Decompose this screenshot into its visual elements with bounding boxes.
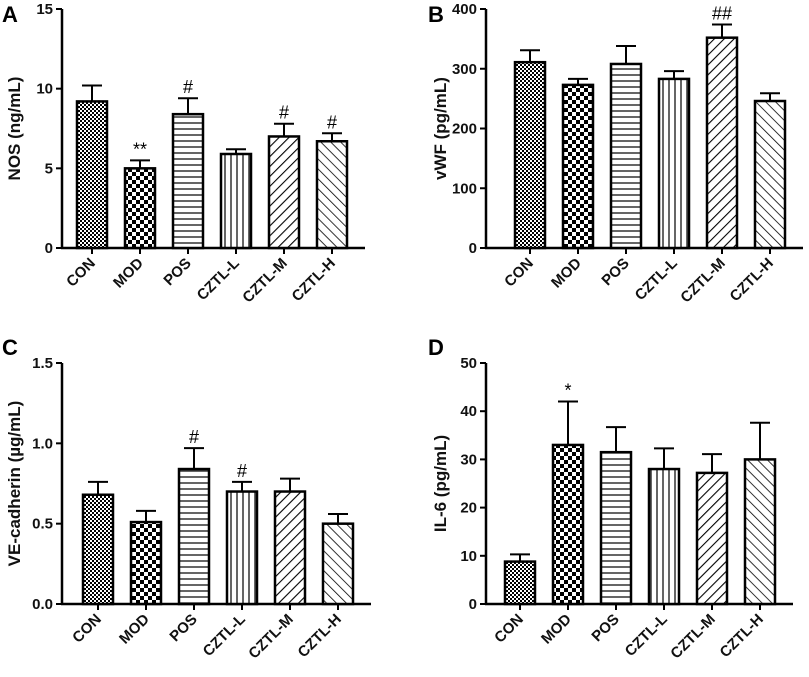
panel-letter: D (428, 335, 444, 360)
bar-con (503, 560, 537, 606)
y-tick-label: 20 (460, 500, 477, 517)
x-tick-label: CZTL-H (727, 255, 777, 305)
x-tick-label: CZTL-H (717, 611, 767, 661)
y-tick-label: 1.5 (32, 355, 53, 372)
bar-mod (123, 167, 157, 250)
y-axis-label: IL-6 (pg/mL) (431, 435, 450, 532)
significance-label: # (189, 427, 199, 447)
x-tick-label: POS (166, 611, 200, 645)
x-tick-label: MOD (110, 255, 147, 292)
panel-c: C VE-cadherin (µg/mL) 0.0 0.5 1.0 1.5 CON MOD PO… (2, 335, 371, 662)
panel-letter: A (2, 2, 18, 27)
panel-d: D IL-6 (pg/mL) 0 10 20 30 40 50 CON MOD * POSCZTL-L… (428, 335, 793, 662)
x-tick-label: CZTL-H (289, 255, 339, 305)
y-tick-label: 50 (460, 355, 477, 372)
x-tick-label: POS (598, 255, 632, 289)
panel-letter: C (2, 335, 18, 360)
x-tick-label: CZTL-M (667, 611, 718, 662)
bar-cztl-h (753, 99, 787, 250)
y-axis-label: VE-cadherin (µg/mL) (5, 401, 24, 567)
bar-cztl-m (273, 490, 307, 606)
y-tick-label: 0 (45, 240, 53, 257)
bar-cztl-h (315, 139, 349, 250)
x-tick-label: CON (69, 611, 105, 647)
x-tick-label: CZTL-M (677, 255, 728, 306)
bar-mod (551, 443, 585, 606)
significance-label: # (327, 112, 337, 132)
x-tick-label: CON (491, 611, 527, 647)
x-tick-label: CZTL-H (295, 611, 345, 661)
y-tick-label: 0 (469, 240, 477, 257)
bar-con (81, 493, 115, 606)
x-tick-label: CZTL-M (239, 255, 290, 306)
y-tick-label: 40 (460, 403, 477, 420)
y-tick-label: 10 (460, 548, 477, 565)
bar-cztl-l (647, 467, 681, 606)
bar-con (513, 60, 547, 250)
significance-label: * (564, 381, 571, 401)
y-tick-label: 300 (452, 61, 477, 78)
bar-pos (177, 467, 211, 606)
bar-con (75, 100, 109, 250)
x-tick-label: POS (588, 611, 622, 645)
y-tick-label: 200 (452, 121, 477, 138)
y-tick-label: 0.0 (32, 596, 53, 613)
significance-label: # (183, 77, 193, 97)
y-tick-label: 100 (452, 180, 477, 197)
bar-pos (171, 112, 205, 250)
y-tick-label: 15 (36, 1, 53, 18)
y-tick-label: 30 (460, 451, 477, 468)
bar-pos (609, 62, 643, 250)
bar-cztl-h (743, 458, 777, 606)
y-tick-label: 10 (36, 81, 53, 98)
significance-label: # (237, 461, 247, 481)
x-tick-label: CZTL-L (622, 611, 671, 660)
x-tick-label: MOD (116, 611, 153, 648)
bar-cztl-l (225, 490, 259, 606)
y-tick-label: 0 (469, 596, 477, 613)
x-tick-label: CON (63, 255, 99, 291)
bar-cztl-m (705, 36, 739, 250)
y-tick-label: 0.5 (32, 516, 53, 533)
bar-cztl-l (657, 77, 691, 250)
y-axis-label: NOS (ng/mL) (5, 77, 24, 181)
significance-label: # (279, 103, 289, 123)
x-tick-label: CZTL-L (632, 255, 681, 304)
bar-pos (599, 450, 633, 606)
y-tick-label: 5 (45, 160, 53, 177)
bar-mod (561, 83, 595, 250)
y-axis-label: vWF (pg/mL) (431, 77, 450, 180)
x-tick-label: MOD (538, 611, 575, 648)
x-tick-label: POS (160, 255, 194, 289)
panel-letter: B (428, 2, 444, 27)
y-tick-label: 400 (452, 1, 477, 18)
significance-label: ## (712, 4, 732, 24)
bar-cztl-m (267, 135, 301, 250)
x-tick-label: CZTL-M (245, 611, 296, 662)
significance-label: ** (133, 139, 147, 159)
x-tick-label: MOD (548, 255, 585, 292)
bar-cztl-h (321, 522, 355, 606)
x-tick-label: CZTL-L (194, 255, 243, 304)
x-tick-label: CZTL-L (200, 611, 249, 660)
bar-cztl-l (219, 152, 253, 250)
x-tick-label: CON (501, 255, 537, 291)
y-tick-label: 1.0 (32, 435, 53, 452)
bar-mod (129, 520, 163, 606)
bar-cztl-m (695, 471, 729, 606)
